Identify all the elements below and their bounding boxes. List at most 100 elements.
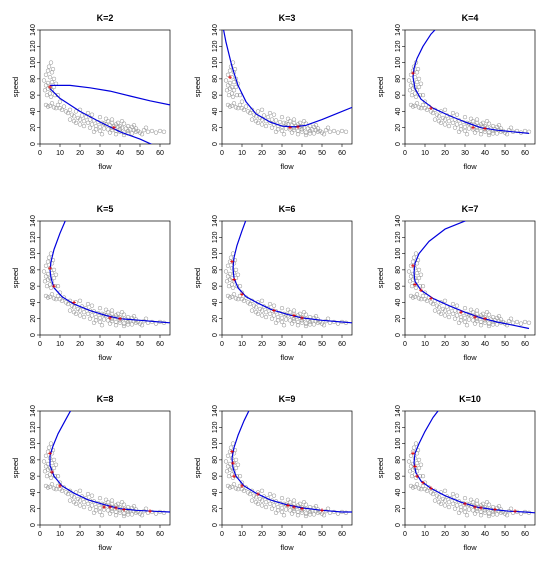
fitted-curves <box>413 411 535 514</box>
knot-marker <box>52 284 56 288</box>
data-point <box>474 311 480 316</box>
data-point <box>275 314 281 320</box>
panel-7: K=8 0 10 20 30 40 50 60 0 20 40 60 80 100 120 140 flow sp… <box>11 394 171 552</box>
data-point <box>498 507 504 512</box>
data-point <box>113 132 119 137</box>
data-point <box>125 512 131 517</box>
data-point <box>49 70 55 75</box>
data-point <box>85 301 91 307</box>
data-point <box>472 321 478 326</box>
data-point <box>442 107 448 112</box>
data-point <box>267 491 273 497</box>
data-point <box>119 500 125 505</box>
x-tick-label: 20 <box>76 150 84 157</box>
data-point <box>121 312 127 317</box>
data-point <box>297 311 303 316</box>
data-point <box>482 510 488 515</box>
data-point <box>285 116 291 121</box>
x-tick-label: 20 <box>258 531 266 538</box>
data-point <box>410 295 416 300</box>
x-tick-label: 50 <box>318 531 326 538</box>
data-point <box>55 293 61 299</box>
data-point <box>253 495 259 500</box>
y-tick-label: 40 <box>30 298 37 306</box>
data-point <box>442 117 448 122</box>
data-point <box>458 123 464 129</box>
data-point <box>478 513 484 518</box>
x-tick-label: 20 <box>441 531 449 538</box>
x-tick-label: 0 <box>220 341 224 348</box>
y-tick-label: 20 <box>212 124 219 132</box>
data-point <box>490 322 496 327</box>
data-point <box>279 495 285 501</box>
data-point <box>462 124 468 130</box>
data-point <box>464 513 470 518</box>
panel-title: K=9 <box>279 394 296 404</box>
data-point <box>414 101 420 106</box>
data-point <box>452 506 458 511</box>
y-axis-label: speed <box>376 458 385 478</box>
data-point <box>97 505 103 511</box>
data-point <box>414 460 420 466</box>
data-point <box>48 94 54 99</box>
data-point <box>313 504 319 509</box>
data-point <box>430 491 436 497</box>
data-point <box>303 513 309 519</box>
data-point <box>484 500 490 505</box>
data-point <box>87 316 93 321</box>
data-point <box>436 305 442 310</box>
data-point <box>57 99 63 104</box>
fitted-curves <box>49 221 170 324</box>
data-point <box>474 501 480 506</box>
data-point <box>109 501 115 506</box>
x-tick-label: 30 <box>461 531 469 538</box>
data-point <box>466 507 472 512</box>
data-point <box>413 285 419 290</box>
data-point <box>105 119 111 124</box>
data-point <box>87 506 93 511</box>
data-point <box>413 94 419 99</box>
data-point <box>478 509 484 515</box>
data-point <box>51 76 57 82</box>
data-point <box>139 513 145 518</box>
data-point <box>249 498 255 503</box>
y-axis-label: speed <box>11 268 20 288</box>
data-point <box>241 298 247 303</box>
data-point <box>486 121 492 126</box>
knot-marker <box>471 125 475 130</box>
data-point <box>247 301 253 307</box>
data-point <box>299 129 305 134</box>
data-point <box>291 498 297 503</box>
y-tick-label: 60 <box>395 282 402 290</box>
y-tick-label: 120 <box>395 40 402 52</box>
data-point <box>420 92 426 98</box>
scatter-points <box>223 60 349 138</box>
data-point <box>48 441 54 446</box>
scatter-points <box>406 441 532 519</box>
data-point <box>295 132 301 137</box>
knot-markers <box>48 451 152 513</box>
plot-frame <box>221 410 353 526</box>
data-point <box>223 459 229 464</box>
data-point <box>273 129 279 134</box>
data-point <box>446 310 452 315</box>
data-point <box>45 104 51 109</box>
data-point <box>470 500 476 505</box>
data-point <box>249 117 255 122</box>
data-point <box>462 495 468 501</box>
x-tick-label: 30 <box>96 531 104 538</box>
y-tick-label: 80 <box>30 75 37 83</box>
data-point <box>231 88 237 93</box>
x-tick-label: 40 <box>298 531 306 538</box>
x-tick-label: 30 <box>461 150 469 157</box>
y-tick-label: 140 <box>30 24 37 36</box>
data-point <box>41 269 47 274</box>
data-point <box>85 110 91 116</box>
y-tick-label: 80 <box>212 456 219 464</box>
data-point <box>77 498 83 503</box>
knot-marker <box>483 126 487 131</box>
knot-marker <box>429 486 433 491</box>
data-point <box>486 323 492 329</box>
x-tick-label: 60 <box>338 341 346 348</box>
data-point <box>67 107 73 112</box>
